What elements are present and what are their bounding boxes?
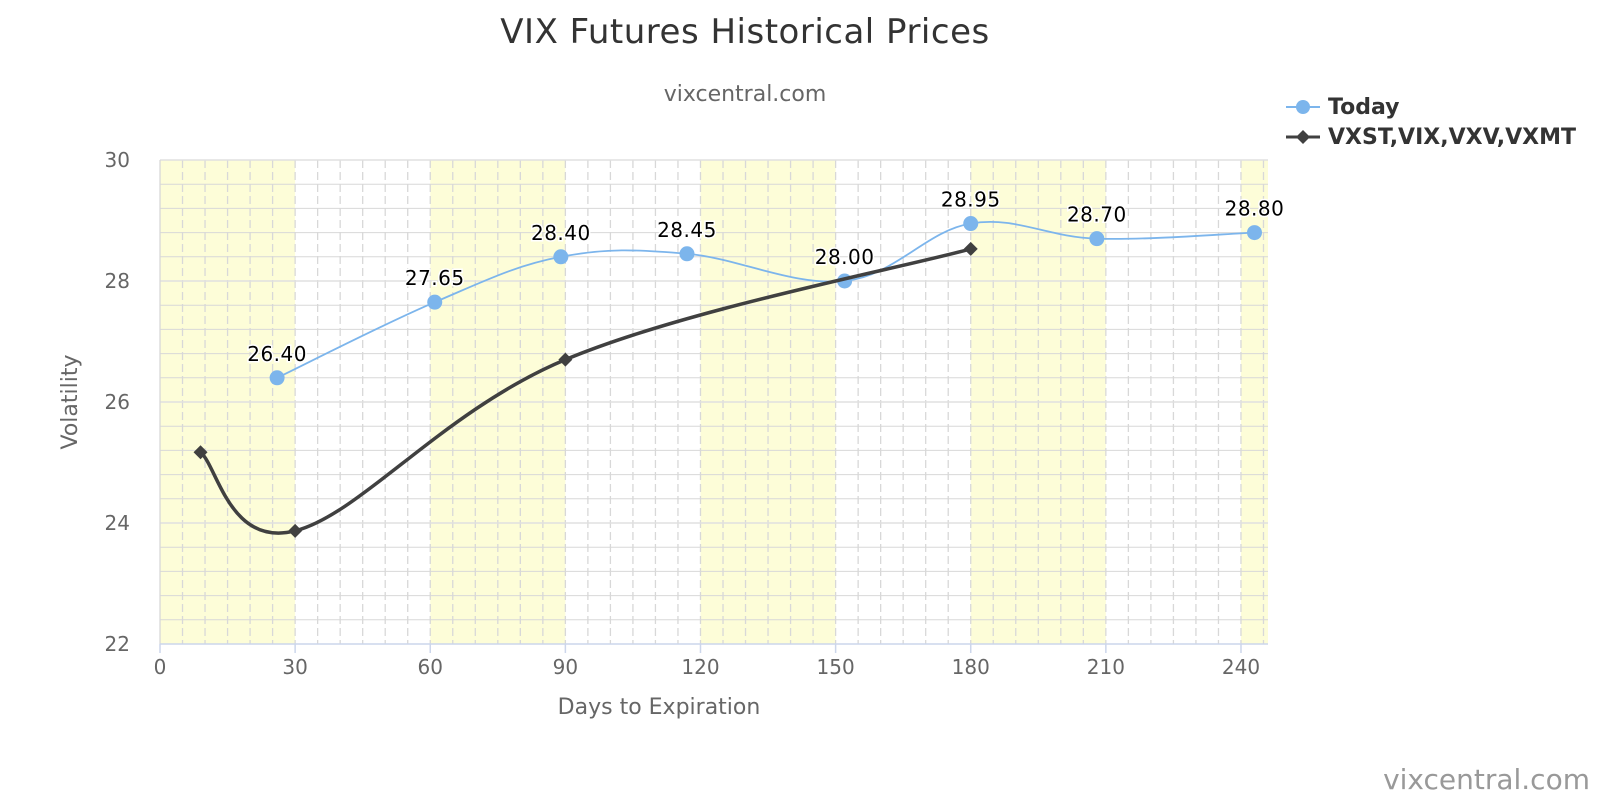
- x-tick-label: 210: [1087, 655, 1125, 679]
- data-label: 26.40: [247, 342, 307, 366]
- x-tick-label: 150: [817, 655, 855, 679]
- data-label: 27.65: [405, 266, 465, 290]
- data-point-today: [1089, 231, 1105, 247]
- x-tick-label: 90: [553, 655, 578, 679]
- y-axis-title: Volatility: [58, 354, 83, 449]
- data-point-today: [269, 370, 285, 386]
- data-point-indices: [288, 523, 303, 538]
- x-tick-label: 30: [282, 655, 307, 679]
- y-tick-label: 26: [105, 390, 130, 414]
- data-point-indices: [558, 352, 573, 367]
- data-point-indices: [963, 241, 978, 256]
- circle-marker-icon: [1286, 100, 1320, 114]
- legend-item-today[interactable]: Today: [1286, 92, 1576, 122]
- x-tick-label: 120: [681, 655, 719, 679]
- y-tick-label: 30: [105, 148, 130, 172]
- x-axis-title: Days to Expiration: [558, 695, 761, 720]
- data-label: 28.40: [531, 221, 591, 245]
- legend-label-indices: VXST,VIX,VXV,VXMT: [1328, 124, 1577, 150]
- x-tick-label: 0: [154, 655, 167, 679]
- chart-title: VIX Futures Historical Prices: [500, 12, 990, 52]
- chart-subtitle: vixcentral.com: [663, 82, 827, 107]
- data-label: 28.00: [815, 245, 875, 269]
- series-line-indices: [199, 247, 972, 535]
- legend-label-today: Today: [1328, 94, 1400, 120]
- data-point-today: [1246, 225, 1262, 241]
- y-tick-label: 24: [105, 511, 130, 535]
- y-tick-label: 22: [105, 632, 130, 656]
- data-label: 28.70: [1067, 203, 1127, 227]
- legend: Today VXST,VIX,VXV,VXMT: [1286, 92, 1576, 152]
- x-tick-label: 180: [952, 655, 990, 679]
- data-point-today: [679, 246, 695, 262]
- data-point-today: [427, 294, 443, 310]
- diamond-marker-icon: [1286, 130, 1320, 144]
- data-point-today: [553, 249, 569, 265]
- data-point-today: [963, 216, 979, 232]
- data-point-indices: [193, 445, 208, 460]
- legend-item-indices[interactable]: VXST,VIX,VXV,VXMT: [1286, 122, 1576, 152]
- watermark: vixcentral.com: [1383, 763, 1590, 796]
- x-tick-label: 240: [1222, 655, 1260, 679]
- x-tick-label: 60: [418, 655, 443, 679]
- data-label: 28.95: [941, 188, 1001, 212]
- data-label: 28.80: [1225, 197, 1285, 221]
- y-tick-label: 28: [105, 269, 130, 293]
- data-label: 28.45: [657, 218, 717, 242]
